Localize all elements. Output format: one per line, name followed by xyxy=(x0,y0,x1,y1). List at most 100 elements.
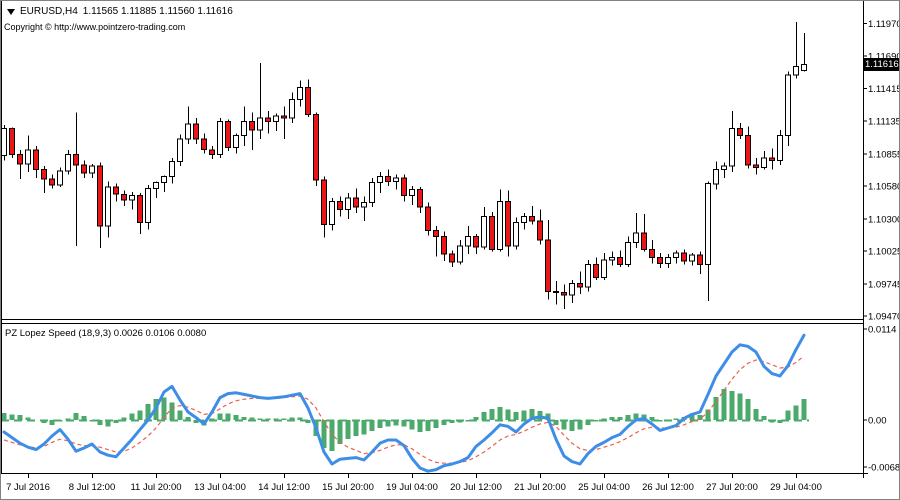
histogram-bar xyxy=(449,420,455,424)
histogram-bar xyxy=(169,402,175,420)
histogram-bar xyxy=(769,420,775,423)
candle-bull xyxy=(793,66,799,76)
histogram-bar xyxy=(689,415,695,420)
candle-bear xyxy=(385,176,391,182)
histogram-bar xyxy=(705,409,711,420)
histogram-bar xyxy=(625,415,631,420)
indicator-name: PZ Lopez Speed (18,9,3) xyxy=(5,328,112,339)
candle-bear xyxy=(697,254,703,266)
candle-bear xyxy=(321,179,327,226)
histogram-bar xyxy=(9,414,15,420)
price-axis-label: 1.09745 xyxy=(868,279,900,290)
candle-bear xyxy=(537,220,543,241)
price-axis-label: 1.10300 xyxy=(868,214,900,225)
candle-bear xyxy=(529,216,535,222)
candle-bull xyxy=(1,128,7,157)
candle-bear xyxy=(561,292,567,296)
candle-bear xyxy=(737,128,743,137)
histogram-bar xyxy=(649,416,655,420)
candle-bull xyxy=(65,153,71,172)
indicator-axis-label: 0.00 xyxy=(868,416,887,427)
candle-bull xyxy=(521,216,527,223)
histogram-bar xyxy=(729,391,735,420)
histogram-bar xyxy=(73,412,79,420)
candle-bear xyxy=(97,165,103,227)
candle-bear xyxy=(425,206,431,232)
histogram-bar xyxy=(145,404,151,420)
histogram-bar xyxy=(441,420,447,425)
candle-bull xyxy=(177,138,183,162)
price-axis-label: 1.11690 xyxy=(868,52,900,63)
candle-bull xyxy=(777,135,783,161)
price-axis-label: 1.11135 xyxy=(868,117,900,128)
candle-bear xyxy=(41,169,47,180)
price-axis-label: 1.10855 xyxy=(868,149,900,160)
histogram-bar xyxy=(713,396,719,420)
candle-bear xyxy=(617,257,623,265)
candle-bull xyxy=(481,216,487,248)
candle-bear xyxy=(417,189,423,208)
candle-bull xyxy=(25,149,31,165)
histogram-bar xyxy=(761,416,767,420)
time-axis-label: 29 Jul 04:00 xyxy=(770,482,822,493)
histogram-bar xyxy=(217,413,223,420)
price-axis: 1.11970 1.11690 1.11415 1.11135 1.10855 1.105… xyxy=(863,19,900,323)
histogram-bar xyxy=(129,413,135,420)
time-axis-label: 14 Jul 12:00 xyxy=(258,482,310,493)
histogram-bar xyxy=(617,416,623,420)
histogram-bar xyxy=(721,388,727,420)
candle-bull xyxy=(257,117,263,131)
histogram-bar xyxy=(65,418,71,420)
candle-bull xyxy=(713,169,719,185)
candle-bear xyxy=(137,194,143,223)
candle-bull xyxy=(345,197,351,211)
histogram-bar xyxy=(241,416,247,420)
histogram-bar xyxy=(289,417,295,420)
candle-bear xyxy=(201,138,207,151)
histogram-bar xyxy=(1,412,7,420)
histogram-bar xyxy=(489,408,495,420)
histogram-bar xyxy=(793,405,799,420)
symbol-dropdown-icon[interactable] xyxy=(7,8,15,15)
histogram-bar xyxy=(409,420,415,430)
price-axis-label: 1.11970 xyxy=(868,19,900,30)
histogram-bar xyxy=(737,393,743,420)
histogram-bar xyxy=(697,415,703,420)
candle-bull xyxy=(761,157,767,168)
indicator-axis-label: 0.0114 xyxy=(868,324,896,335)
histogram-bar xyxy=(185,416,191,420)
histogram-bar xyxy=(801,399,807,420)
candle-bear xyxy=(121,193,127,201)
candle-bear xyxy=(577,282,583,288)
indicator-axis: 0.0114 0.00 -0.0068 xyxy=(863,324,899,474)
candle-bear xyxy=(505,200,511,247)
candle-bull xyxy=(57,170,63,186)
histogram-bar xyxy=(577,420,583,430)
candle-bear xyxy=(753,164,759,168)
candle-bull xyxy=(409,189,415,197)
candle-bear xyxy=(113,186,119,195)
price-axis-label: 1.10025 xyxy=(868,247,900,258)
candle-bear xyxy=(593,264,599,278)
candle-bear xyxy=(441,235,447,255)
histogram-bar xyxy=(553,420,559,425)
candle-bull xyxy=(497,200,503,250)
candle-bear xyxy=(553,291,559,294)
candle-bear xyxy=(9,128,15,155)
indicator-values: 0.0026 0.0106 0.0080 xyxy=(113,328,207,339)
histogram-bar xyxy=(585,420,591,425)
histogram-bar xyxy=(233,415,239,420)
histogram-series xyxy=(1,388,807,452)
histogram-bar xyxy=(561,420,567,430)
candle-bull xyxy=(785,74,791,137)
histogram-bar xyxy=(81,416,87,420)
candle-bear xyxy=(337,200,343,211)
copyright-text: Copyright © http://www.pointzero-trading… xyxy=(4,22,186,32)
histogram-bar xyxy=(57,420,63,422)
time-axis-label: 7 Jul 2016 xyxy=(6,482,50,493)
histogram-bar xyxy=(457,420,463,423)
histogram-bar xyxy=(329,420,335,452)
candle-bear xyxy=(433,230,439,238)
histogram-bar xyxy=(41,420,47,424)
